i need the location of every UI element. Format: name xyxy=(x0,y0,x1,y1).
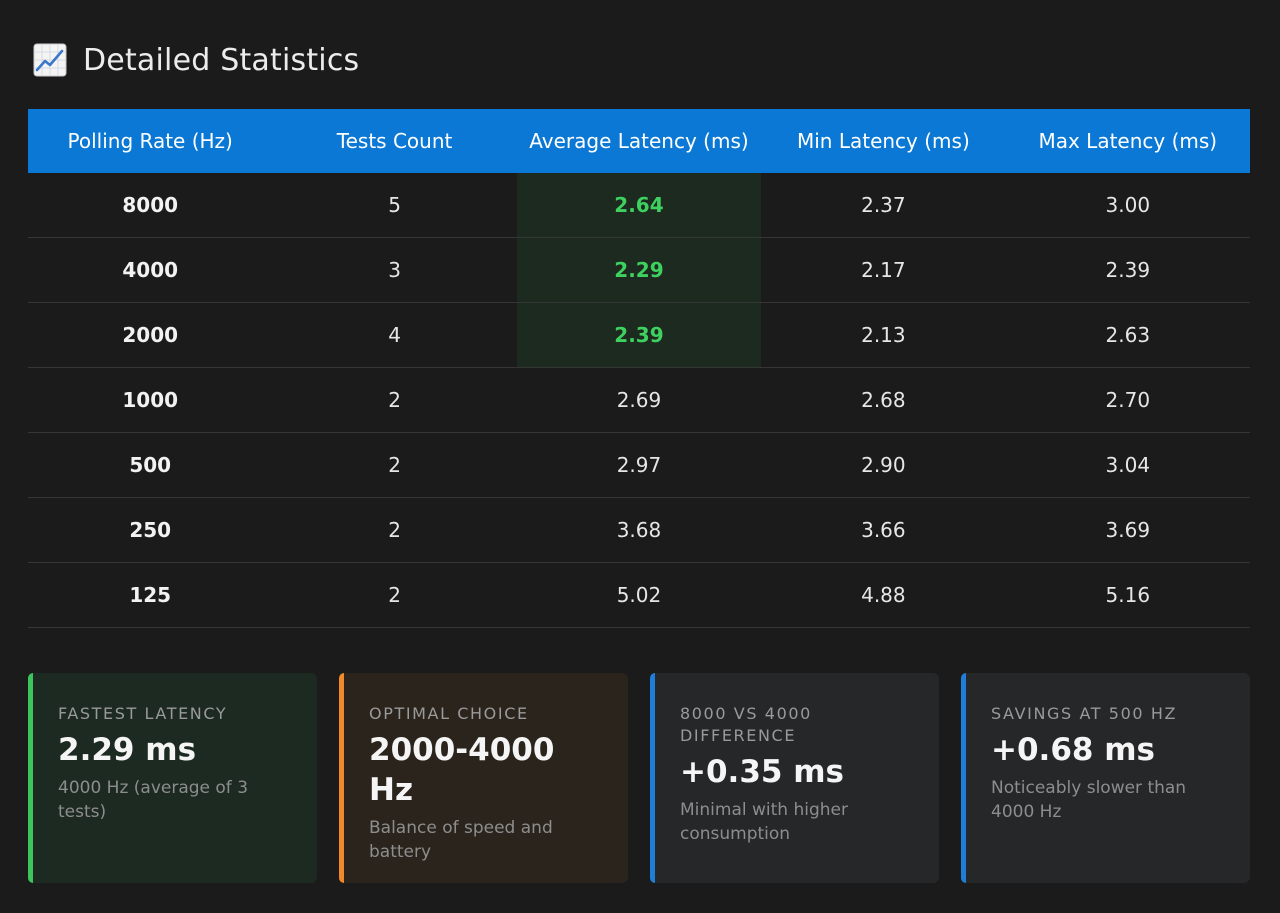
table-row: 250 2 3.68 3.66 3.69 xyxy=(28,497,1250,563)
optimal-choice-card: Optimal Choice 2000-4000 Hz Balance of s… xyxy=(339,673,628,883)
tests-count-cell: 4 xyxy=(272,302,517,368)
table-header-row: Polling Rate (Hz) Tests Count Average La… xyxy=(28,109,1250,173)
polling-rate-cell: 500 xyxy=(28,432,273,498)
table-row: 125 2 5.02 4.88 5.16 xyxy=(28,562,1250,628)
average-latency-cell: 2.97 xyxy=(516,432,762,498)
tests-count-cell: 2 xyxy=(272,367,517,433)
max-latency-cell: 5.16 xyxy=(1005,562,1250,628)
min-latency-cell: 2.68 xyxy=(761,367,1006,433)
column-header-polling-rate: Polling Rate (Hz) xyxy=(28,109,273,173)
average-latency-cell: 2.39 xyxy=(516,302,762,368)
polling-rate-cell: 125 xyxy=(28,562,273,628)
polling-rate-cell: 1000 xyxy=(28,367,273,433)
average-latency-cell: 2.29 xyxy=(516,237,762,303)
min-latency-cell: 2.17 xyxy=(761,237,1006,303)
accent-bar xyxy=(339,673,344,883)
accent-bar xyxy=(28,673,33,883)
card-value: +0.35 ms xyxy=(680,754,845,790)
chart-increasing-icon xyxy=(33,43,67,77)
min-latency-cell: 4.88 xyxy=(761,562,1006,628)
table-row: 4000 3 2.29 2.17 2.39 xyxy=(28,237,1250,303)
average-latency-cell: 5.02 xyxy=(516,562,762,628)
card-label: Savings at 500 Hz xyxy=(991,704,1178,723)
section-heading: Detailed Statistics xyxy=(33,40,359,80)
max-latency-cell: 3.69 xyxy=(1005,497,1250,563)
tests-count-cell: 2 xyxy=(272,497,517,563)
table-row: 500 2 2.97 2.90 3.04 xyxy=(28,432,1250,498)
min-latency-cell: 2.90 xyxy=(761,432,1006,498)
table-row: 2000 4 2.39 2.13 2.63 xyxy=(28,302,1250,368)
tests-count-cell: 5 xyxy=(272,173,517,238)
max-latency-cell: 3.00 xyxy=(1005,173,1250,238)
polling-rate-cell: 250 xyxy=(28,497,273,563)
card-label: Optimal Choice xyxy=(369,704,529,723)
section-title: Detailed Statistics xyxy=(83,42,360,78)
column-header-tests-count: Tests Count xyxy=(272,109,517,173)
card-description: Noticeably slower than 4000 Hz xyxy=(991,778,1187,822)
column-header-average-latency: Average Latency (ms) xyxy=(516,109,762,173)
average-latency-cell: 3.68 xyxy=(516,497,762,563)
accent-bar xyxy=(650,673,655,883)
polling-rate-cell: 4000 xyxy=(28,237,273,303)
max-latency-cell: 2.70 xyxy=(1005,367,1250,433)
card-label: 8000 vs 4000 Difference xyxy=(680,704,812,745)
fastest-latency-card: Fastest Latency 2.29 ms 4000 Hz (average… xyxy=(28,673,317,883)
polling-rate-cell: 8000 xyxy=(28,173,273,238)
max-latency-cell: 3.04 xyxy=(1005,432,1250,498)
tests-count-cell: 2 xyxy=(272,432,517,498)
column-header-max-latency: Max Latency (ms) xyxy=(1005,109,1250,173)
summary-cards: Fastest Latency 2.29 ms 4000 Hz (average… xyxy=(28,673,1250,883)
average-latency-cell: 2.69 xyxy=(516,367,762,433)
card-value: 2.29 ms xyxy=(58,732,197,768)
min-latency-cell: 3.66 xyxy=(761,497,1006,563)
statistics-table: Polling Rate (Hz) Tests Count Average La… xyxy=(28,109,1250,628)
max-latency-cell: 2.63 xyxy=(1005,302,1250,368)
polling-rate-cell: 2000 xyxy=(28,302,273,368)
card-value: 2000-4000 Hz xyxy=(369,732,555,808)
card-description: 4000 Hz (average of 3 tests) xyxy=(58,778,249,822)
card-description: Minimal with higher consumption xyxy=(680,800,848,844)
savings-card: Savings at 500 Hz +0.68 ms Noticeably sl… xyxy=(961,673,1250,883)
tests-count-cell: 2 xyxy=(272,562,517,628)
column-header-min-latency: Min Latency (ms) xyxy=(761,109,1006,173)
min-latency-cell: 2.13 xyxy=(761,302,1006,368)
card-value: +0.68 ms xyxy=(991,732,1156,768)
difference-card: 8000 vs 4000 Difference +0.35 ms Minimal… xyxy=(650,673,939,883)
table-row: 1000 2 2.69 2.68 2.70 xyxy=(28,367,1250,433)
card-label: Fastest Latency xyxy=(58,704,228,723)
card-description: Balance of speed and battery xyxy=(369,818,553,862)
table-row: 8000 5 2.64 2.37 3.00 xyxy=(28,173,1250,238)
accent-bar xyxy=(961,673,966,883)
average-latency-cell: 2.64 xyxy=(516,173,762,238)
min-latency-cell: 2.37 xyxy=(761,173,1006,238)
max-latency-cell: 2.39 xyxy=(1005,237,1250,303)
tests-count-cell: 3 xyxy=(272,237,517,303)
